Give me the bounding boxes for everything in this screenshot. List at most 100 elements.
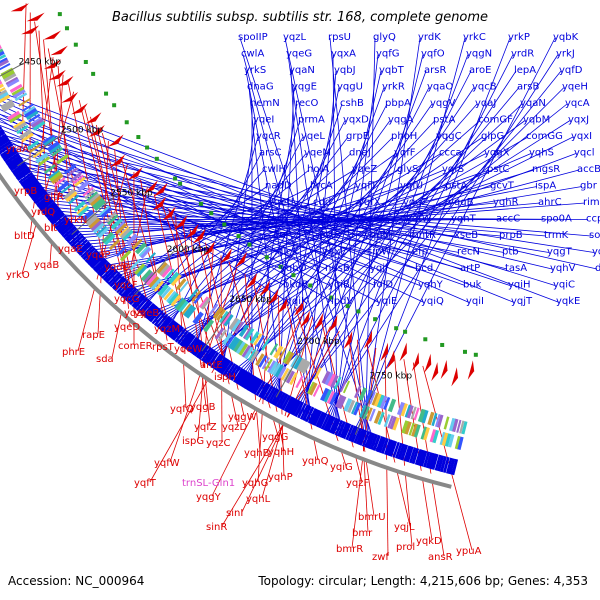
forward-gene-label: yqgN bbox=[466, 49, 492, 60]
reverse-gene-connector bbox=[95, 124, 141, 313]
forward-gene-feature bbox=[330, 418, 341, 435]
forward-gene-label: cdd bbox=[313, 197, 331, 208]
tick-line bbox=[0, 62, 25, 77]
forward-gene-feature bbox=[353, 427, 362, 444]
cog-category-feature bbox=[26, 140, 40, 151]
cog-category-feature bbox=[164, 268, 175, 280]
reverse-gene-connector bbox=[160, 201, 217, 365]
reverse-gene-label: gltR bbox=[44, 192, 64, 203]
reverse-gene-feature bbox=[219, 248, 233, 264]
reverse-gene-feature bbox=[48, 69, 66, 81]
forward-gene-feature bbox=[222, 361, 234, 377]
forward-gene-feature bbox=[36, 194, 51, 207]
forward-gene-feature bbox=[6, 154, 22, 167]
forward-gene-label: pbpA bbox=[385, 98, 411, 109]
cog-category-feature bbox=[100, 206, 113, 219]
cog-category-feature bbox=[153, 280, 165, 293]
forward-gene-connector bbox=[0, 153, 328, 270]
forward-gene-label: yqgZ bbox=[403, 197, 429, 208]
marker-dot bbox=[222, 222, 227, 227]
cog-category-feature bbox=[138, 245, 150, 257]
marker-dot bbox=[173, 176, 178, 181]
reverse-gene-label: yqgY bbox=[196, 492, 222, 503]
cog-category-feature bbox=[216, 308, 226, 322]
cog-category-feature bbox=[268, 361, 279, 375]
cog-category-feature bbox=[362, 406, 370, 420]
forward-gene-label: yqiI bbox=[466, 296, 484, 307]
cog-category-feature bbox=[231, 319, 242, 332]
cog-category-feature bbox=[354, 385, 362, 399]
cog-category-feature bbox=[198, 296, 209, 308]
forward-gene-label: yqiE bbox=[376, 296, 397, 307]
cog-category-feature bbox=[85, 214, 99, 227]
cog-category-feature bbox=[273, 345, 284, 359]
cog-category-feature bbox=[0, 44, 2, 50]
forward-gene-feature bbox=[162, 319, 175, 334]
trna-gene-label: trnSL-Gln1 bbox=[182, 478, 235, 489]
cog-category-feature bbox=[285, 352, 295, 365]
forward-gene-feature bbox=[21, 175, 37, 189]
cog-category-feature bbox=[261, 338, 271, 351]
forward-gene-connector bbox=[200, 120, 526, 361]
forward-gene-feature bbox=[77, 242, 92, 256]
forward-gene-feature bbox=[14, 166, 30, 179]
cog-category-feature bbox=[273, 364, 284, 378]
reverse-gene-feature bbox=[43, 30, 62, 40]
cog-category-feature bbox=[212, 306, 224, 320]
forward-gene-feature bbox=[30, 187, 46, 200]
feature-tracks bbox=[0, 3, 478, 476]
cog-category-feature bbox=[219, 310, 229, 323]
cog-category-feature bbox=[359, 404, 367, 418]
cog-category-feature bbox=[0, 54, 7, 60]
cog-category-feature bbox=[160, 265, 173, 278]
cog-category-feature bbox=[185, 306, 197, 319]
trna-gene-labels: trnSL-Gln1 bbox=[182, 478, 235, 489]
reverse-gene-feature bbox=[277, 297, 288, 315]
forward-gene-feature bbox=[281, 394, 292, 411]
forward-gene-feature bbox=[24, 180, 40, 193]
forward-gene-label: glyQ bbox=[373, 32, 396, 43]
cog-category-feature bbox=[222, 332, 233, 346]
cog-category-feature bbox=[16, 124, 29, 135]
forward-gene-feature bbox=[23, 178, 39, 191]
reverse-gene-label: yqcF bbox=[114, 280, 138, 291]
cog-category-feature bbox=[107, 214, 119, 226]
marker-dot bbox=[291, 273, 296, 278]
tick-line bbox=[71, 194, 117, 235]
reverse-gene-label: ispH bbox=[214, 372, 236, 383]
cog-category-feature bbox=[404, 404, 411, 418]
cog-category-feature bbox=[225, 334, 235, 347]
position-ticks: 2750 kbp 2700 kbp 2650 kbp 2600 kbp 2550 kbp… bbox=[0, 58, 412, 435]
cog-category-feature bbox=[412, 423, 421, 438]
reverse-gene-label: yqgW bbox=[228, 412, 257, 423]
forward-gene-feature bbox=[347, 425, 357, 442]
marker-dot bbox=[308, 283, 313, 288]
cog-category-feature bbox=[99, 205, 111, 216]
cog-category-feature bbox=[43, 164, 56, 174]
cog-category-feature bbox=[241, 344, 251, 358]
cog-category-feature bbox=[0, 79, 1, 82]
forward-gene-label: yqfW bbox=[406, 214, 432, 225]
marker-dot bbox=[112, 103, 117, 108]
cog-category-feature bbox=[0, 87, 6, 93]
forward-gene-label: bcd bbox=[415, 263, 433, 274]
forward-gene-label: sigA bbox=[316, 214, 337, 225]
cog-category-feature bbox=[247, 348, 257, 361]
accession-text: Accession: NC_000964 bbox=[8, 574, 145, 588]
forward-gene-feature bbox=[169, 324, 182, 339]
forward-gene-label-lines bbox=[0, 37, 598, 452]
cog-category-feature bbox=[11, 86, 25, 96]
forward-gene-label: yqfF bbox=[394, 148, 416, 159]
tick-label: 2450 kbp bbox=[19, 58, 62, 68]
forward-gene-feature bbox=[16, 168, 32, 181]
reverse-gene-label: blt bbox=[44, 223, 57, 234]
reverse-gene-feature bbox=[234, 251, 247, 268]
cog-category-feature bbox=[456, 419, 462, 433]
cog-category-feature bbox=[115, 246, 127, 257]
marker-dot bbox=[64, 26, 69, 31]
reverse-gene-connector bbox=[43, 39, 61, 228]
forward-gene-feature bbox=[41, 201, 56, 214]
forward-gene-feature bbox=[0, 143, 14, 155]
reverse-gene-label: bmrR bbox=[336, 544, 363, 555]
